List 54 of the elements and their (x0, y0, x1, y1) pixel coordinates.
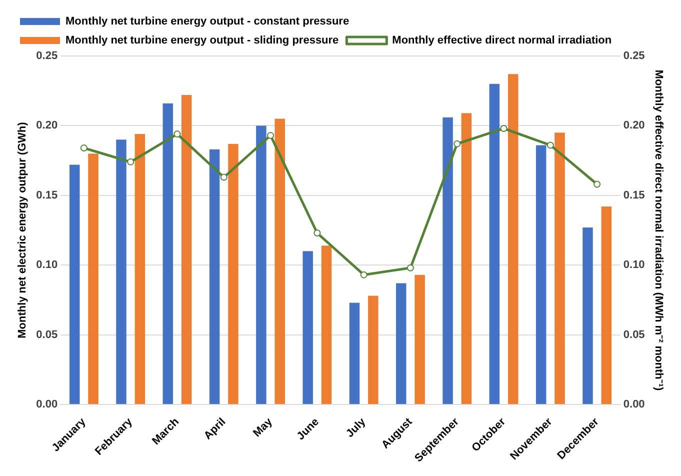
bar (228, 144, 238, 404)
bar (256, 126, 266, 404)
bar (69, 164, 80, 404)
bar (321, 246, 332, 404)
bar (396, 283, 406, 404)
y2-tick-label: 0.20 (623, 120, 645, 132)
bar (442, 117, 453, 404)
y-tick-label: 0.20 (36, 120, 58, 132)
bar (209, 149, 220, 404)
legend-label: Monthly net turbine energy output - constant pressure (66, 16, 350, 28)
bar (582, 227, 593, 404)
point (220, 174, 228, 181)
y2-tick-label: 0.25 (623, 50, 645, 62)
y-tick-label: 0.15 (36, 189, 58, 202)
bar (554, 132, 565, 404)
point (267, 132, 274, 139)
y-tick-label: 0.05 (36, 328, 58, 341)
bar (461, 113, 472, 404)
point (127, 158, 134, 166)
bar (162, 103, 174, 404)
y2-tick-label: 0.15 (623, 189, 645, 202)
y2-axis-title: Monthly effective direct normal irradiation (MWh m⁻² month⁻¹) (652, 70, 664, 392)
bar (368, 296, 378, 404)
point (360, 271, 368, 278)
point (454, 140, 461, 148)
y2-tick-label: 0.05 (623, 328, 645, 341)
bar (414, 274, 425, 404)
y2-tick-label: 0.10 (623, 259, 645, 272)
bar (88, 154, 98, 404)
bar (536, 145, 546, 404)
point (594, 180, 601, 188)
bar (134, 134, 146, 404)
legend-label: Monthly net turbine energy output - sliding pressure (66, 34, 339, 47)
y-tick-label: 0.00 (36, 398, 58, 410)
point (80, 144, 88, 152)
x-tick-label: May (251, 415, 276, 440)
bar (489, 84, 500, 404)
bar (508, 74, 518, 404)
y-axis-title: Monthly net electric energy outpur (GWh) (16, 122, 29, 338)
bar (349, 302, 360, 404)
y2-tick-label: 0.00 (623, 398, 645, 410)
bar (601, 206, 612, 404)
point (500, 124, 508, 132)
bar (274, 118, 285, 404)
point (546, 142, 554, 149)
bar (181, 95, 192, 404)
point (314, 230, 321, 237)
legend-label: Monthly effective direct normal irradiation (392, 34, 612, 47)
point (406, 264, 414, 272)
point (174, 130, 181, 138)
y-tick-label: 0.25 (36, 50, 58, 62)
y-tick-label: 0.10 (36, 259, 58, 272)
bar (116, 140, 126, 404)
bar (302, 251, 313, 404)
